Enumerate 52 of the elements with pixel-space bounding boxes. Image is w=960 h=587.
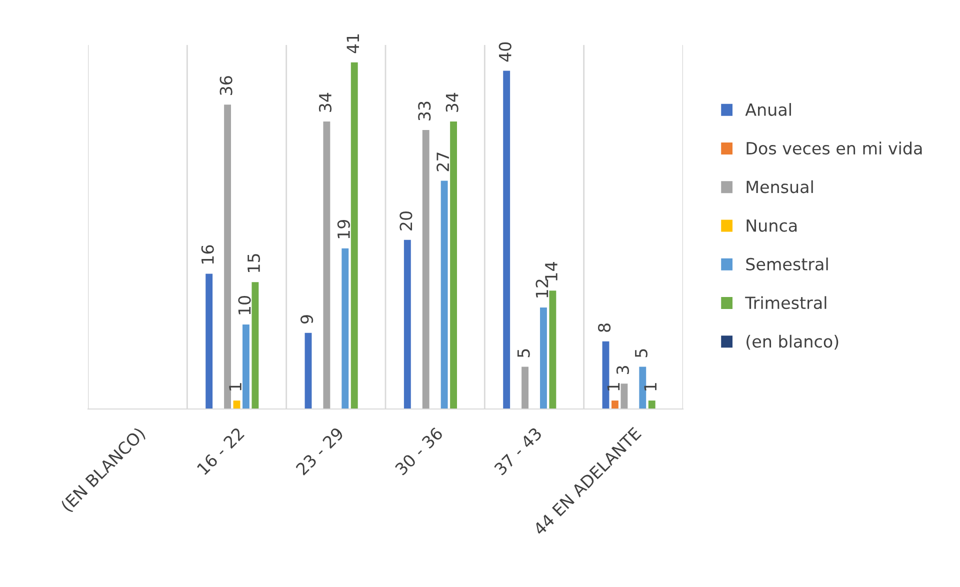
bar <box>648 400 656 409</box>
bar <box>440 180 448 409</box>
legend-label: (en blanco) <box>746 334 838 350</box>
bar <box>404 240 411 409</box>
data-label: 5 <box>635 349 648 358</box>
legend-label: Trimestral <box>745 296 826 310</box>
bar <box>503 70 510 409</box>
data-label: 36 <box>220 76 232 96</box>
data-label: 1 <box>229 383 242 390</box>
x-tick-label: 16 - 22 <box>196 427 245 476</box>
data-label: 1 <box>644 383 656 390</box>
data-label: 33 <box>418 102 431 120</box>
bar <box>620 384 628 409</box>
x-tick-label: 37 - 43 <box>494 426 542 476</box>
bar <box>450 122 457 409</box>
bar <box>549 290 556 409</box>
data-label: 34 <box>446 92 458 112</box>
data-label: 16 <box>201 245 214 264</box>
legend-label: Anual <box>745 103 791 116</box>
bar <box>323 122 330 409</box>
x-tick-label: 23 - 29 <box>295 426 344 476</box>
data-label: 40 <box>498 42 512 62</box>
data-label: 27 <box>436 152 449 172</box>
data-label: 15 <box>248 254 260 272</box>
data-label: 1 <box>607 383 620 390</box>
data-label: 12 <box>536 280 548 298</box>
bar <box>422 130 430 409</box>
data-label: 8 <box>598 324 611 332</box>
bar <box>206 274 213 409</box>
data-label: 19 <box>337 220 350 238</box>
bar <box>612 400 618 409</box>
data-label: 3 <box>616 366 630 374</box>
data-label: 5 <box>517 349 530 358</box>
bar <box>304 332 312 409</box>
bar <box>342 248 349 409</box>
bar <box>522 366 528 409</box>
data-label: 14 <box>545 262 558 280</box>
bar <box>252 282 259 409</box>
x-tick-label: 30 - 36 <box>394 426 444 476</box>
legend-label: Nunca <box>746 219 797 232</box>
legend-label: Mensual <box>746 180 813 194</box>
legend-label: Dos veces en mi vida <box>746 142 922 155</box>
data-label: 34 <box>318 92 332 112</box>
bar <box>350 62 358 409</box>
bar <box>242 324 250 409</box>
data-label: 41 <box>346 34 359 54</box>
data-label: 9 <box>300 315 314 324</box>
data-label: 10 <box>238 296 251 314</box>
bar <box>540 308 547 409</box>
legend-label: Semestral <box>746 258 828 270</box>
bar <box>224 104 231 409</box>
data-label: 20 <box>400 211 412 230</box>
